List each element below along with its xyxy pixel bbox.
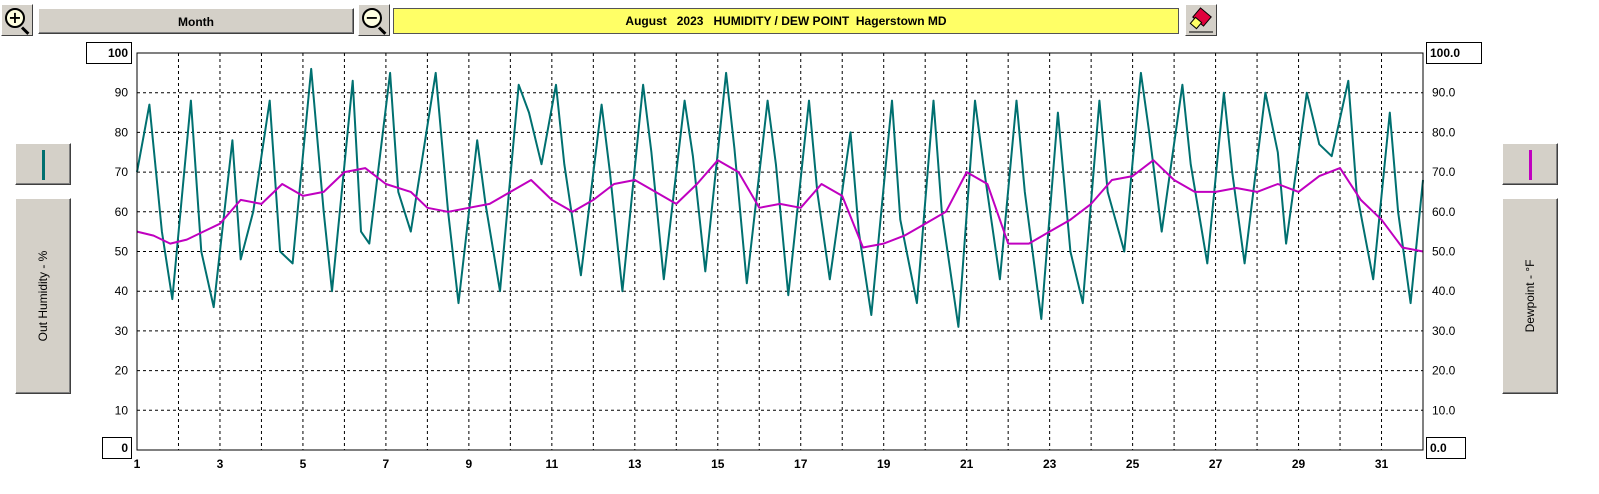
right-y-tick-label: 10.0 (1432, 403, 1456, 417)
left-y-tick-label: 90 (115, 86, 129, 100)
right-axis-min-box[interactable]: 0.0 (1426, 437, 1466, 459)
right-axis-max-box[interactable]: 100.0 (1426, 42, 1482, 64)
right-y-tick-label: 60.0 (1432, 205, 1456, 219)
x-tick-label: 15 (711, 457, 725, 471)
x-tick-label: 17 (794, 457, 808, 471)
x-tick-label: 1 (134, 457, 141, 471)
zoom-out-icon: − (362, 8, 382, 28)
x-tick-label: 29 (1292, 457, 1306, 471)
left-axis-label: Out Humidity - % (36, 250, 50, 342)
left-axis-min-box[interactable]: 0 (102, 437, 132, 459)
x-tick-label: 7 (383, 457, 390, 471)
x-tick-label: 21 (960, 457, 974, 471)
humidity-series-button[interactable] (15, 143, 71, 185)
left-y-tick-label: 70 (115, 165, 129, 179)
dewpoint-swatch (1529, 150, 1532, 180)
right-y-tick-label: 40.0 (1432, 284, 1456, 298)
left-axis-label-button[interactable]: Out Humidity - % (15, 198, 71, 394)
right-y-tick-label: 20.0 (1432, 364, 1456, 378)
right-axis-label-button[interactable]: Dewpoint - °F (1502, 198, 1558, 394)
left-y-tick-label: 60 (115, 205, 129, 219)
x-tick-label: 5 (300, 457, 307, 471)
x-tick-label: 13 (628, 457, 642, 471)
x-tick-label: 9 (466, 457, 473, 471)
chart-title: August 2023 HUMIDITY / DEW POINT Hagerst… (393, 8, 1179, 34)
humidity-swatch (42, 150, 45, 180)
x-tick-label: 27 (1209, 457, 1223, 471)
humidity-line (136, 67, 1424, 328)
x-tick-label: 31 (1375, 457, 1389, 471)
x-tick-label: 25 (1126, 457, 1140, 471)
right-axis-label: Dewpoint - °F (1523, 259, 1537, 333)
eraser-icon (1189, 7, 1213, 33)
left-y-tick-label: 40 (115, 284, 129, 298)
right-y-tick-label: 30.0 (1432, 324, 1456, 338)
eraser-button[interactable] (1185, 4, 1217, 36)
right-y-tick-label: 80.0 (1432, 125, 1456, 139)
right-y-tick-label: 70.0 (1432, 165, 1456, 179)
left-y-tick-label: 20 (115, 364, 129, 378)
left-y-tick-label: 80 (115, 125, 129, 139)
x-tick-label: 11 (545, 457, 558, 471)
plot-frame (136, 52, 1424, 451)
x-tick-label: 3 (217, 457, 224, 471)
left-y-tick-label: 10 (115, 403, 129, 417)
left-axis-max-box[interactable]: 100 (86, 42, 132, 64)
left-y-tick-label: 50 (115, 245, 129, 259)
right-y-tick-label: 50.0 (1432, 245, 1456, 259)
dewpoint-line (136, 159, 1424, 253)
zoom-in-button[interactable]: + (1, 4, 33, 36)
x-tick-label: 19 (877, 457, 891, 471)
dewpoint-series-button[interactable] (1502, 143, 1558, 185)
zoom-in-icon: + (5, 8, 25, 28)
left-y-tick-label: 30 (115, 324, 129, 338)
x-tick-label: 23 (1043, 457, 1057, 471)
period-selector-button[interactable]: Month (38, 8, 354, 34)
zoom-out-button[interactable]: − (358, 4, 390, 36)
right-y-tick-label: 90.0 (1432, 86, 1456, 100)
